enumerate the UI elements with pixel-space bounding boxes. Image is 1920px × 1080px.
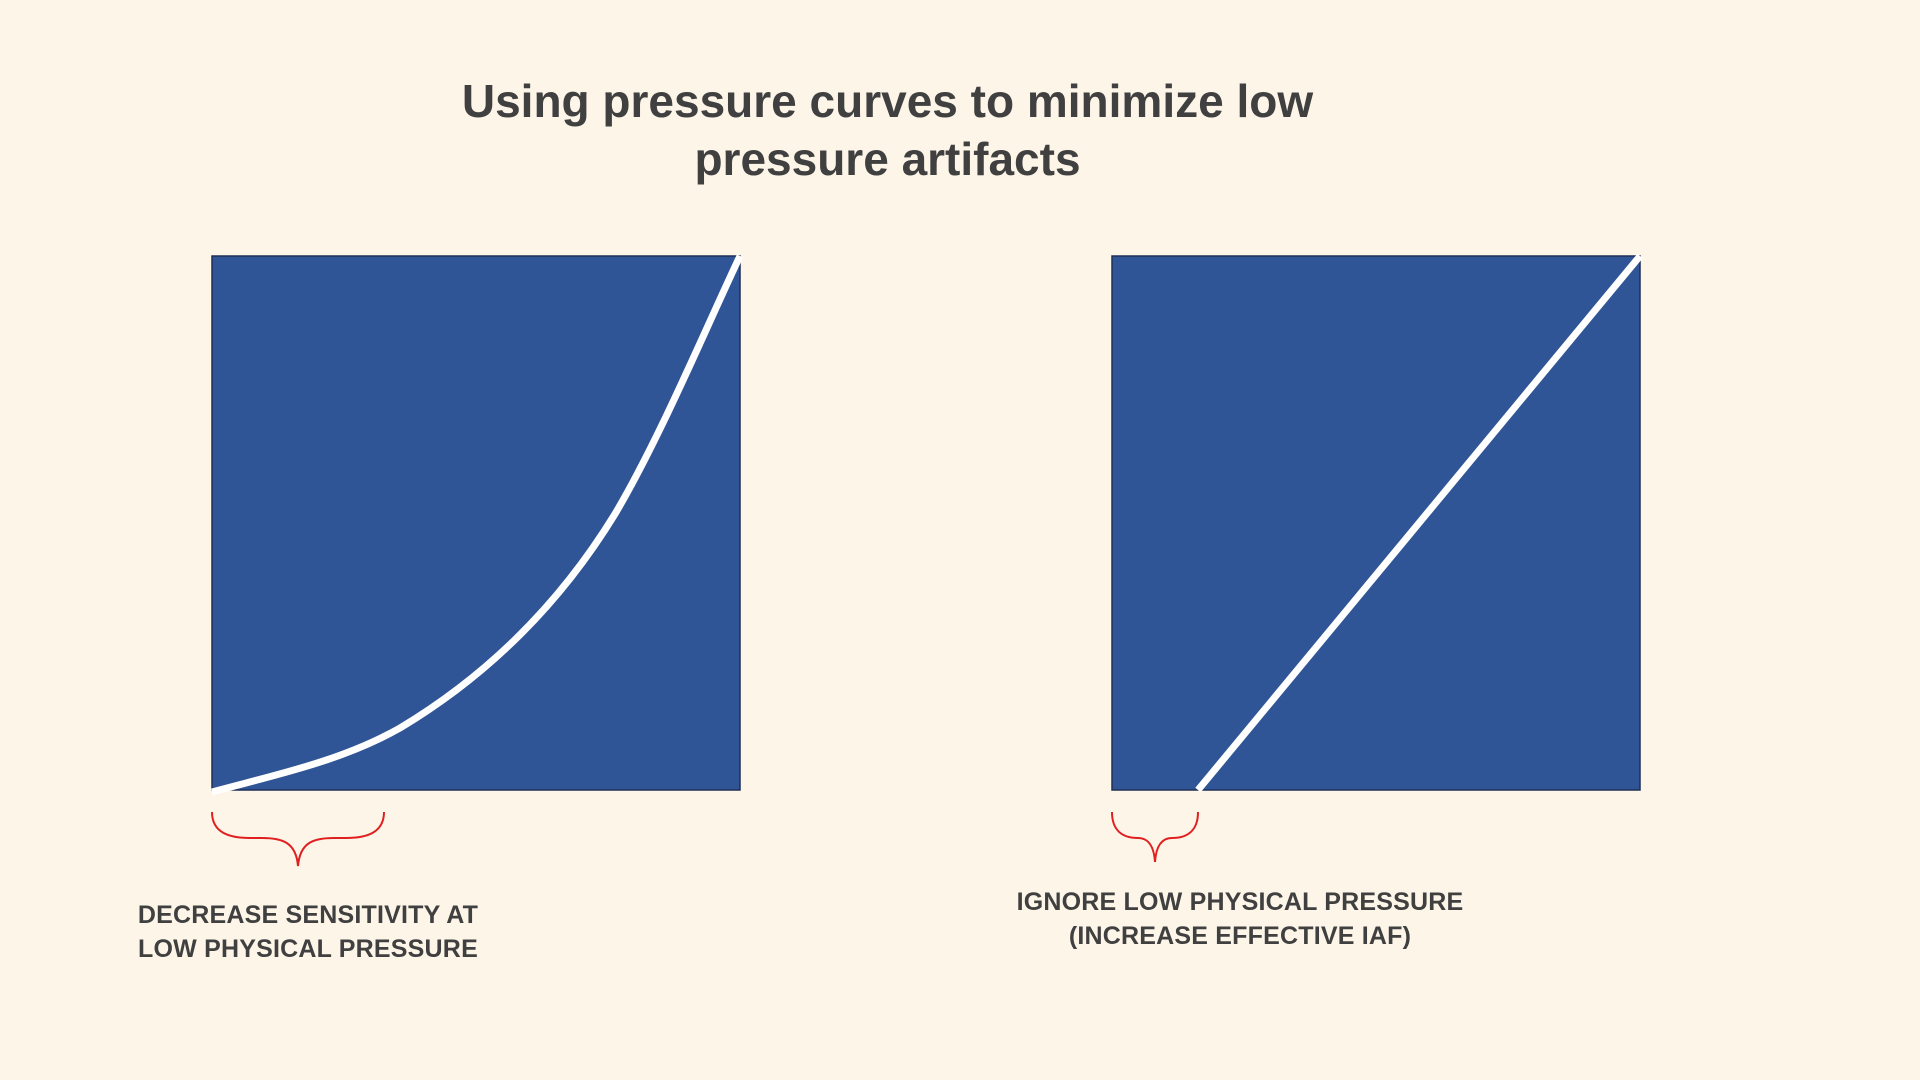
left-caption: DECREASE SENSITIVITY AT LOW PHYSICAL PRE… <box>108 898 508 966</box>
left-caption-line-1: DECREASE SENSITIVITY AT <box>137 901 479 929</box>
right-caption: IGNORE LOW PHYSICAL PRESSURE (INCREASE E… <box>990 885 1490 953</box>
right-range-bracket <box>1111 811 1199 863</box>
left-curve-panel <box>211 255 741 791</box>
right-curve-panel <box>1111 255 1641 791</box>
title-line-1: Using pressure curves to minimize low <box>461 75 1314 127</box>
slide-title: Using pressure curves to minimize low pr… <box>380 72 1395 188</box>
left-pressure-curve <box>211 254 744 796</box>
title-line-2: pressure artifacts <box>694 133 1081 185</box>
right-caption-line-1: IGNORE LOW PHYSICAL PRESSURE <box>1016 888 1464 916</box>
left-caption-line-2: LOW PHYSICAL PRESSURE <box>138 935 478 963</box>
left-range-bracket <box>211 811 385 867</box>
right-caption-line-2: (INCREASE EFFECTIVE IAF) <box>1068 922 1412 950</box>
right-pressure-curve <box>1195 253 1643 793</box>
